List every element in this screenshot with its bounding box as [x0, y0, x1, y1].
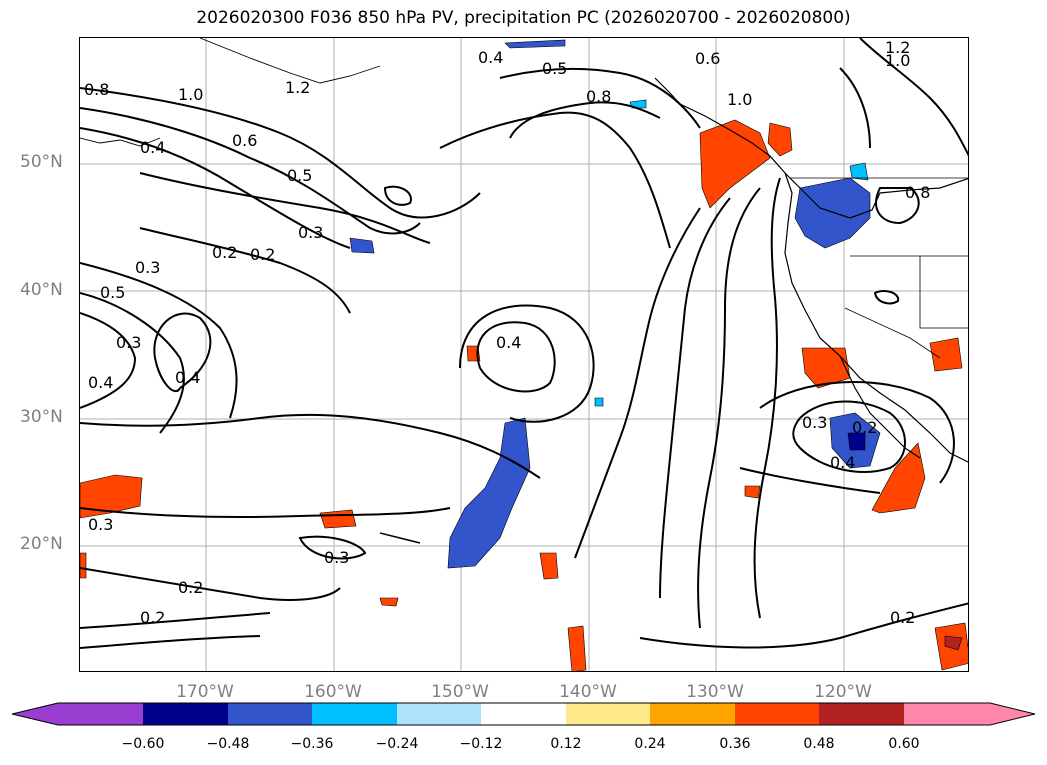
- contour-label: 1.0: [727, 90, 752, 109]
- colorbar-band: [650, 703, 735, 725]
- lon-label-130w: 130°W: [686, 682, 744, 702]
- contour-label: 0.3: [324, 548, 349, 567]
- colorbar-tick: 0.24: [634, 736, 666, 752]
- colorbar-extend-high: [990, 703, 1035, 725]
- colorbar-band: [143, 703, 228, 725]
- colorbar-extend-low: [12, 703, 58, 725]
- contour-label: 0.4: [496, 333, 521, 352]
- contour-label: 0.8: [905, 183, 930, 202]
- contour-label: 1.2: [885, 38, 910, 57]
- colorbar-band: [228, 703, 312, 725]
- colorbar-tick: −0.48: [206, 736, 250, 752]
- contour-label: 0.2: [212, 243, 237, 262]
- contour-label: 0.3: [802, 413, 827, 432]
- lon-label-140w: 140°W: [559, 682, 617, 702]
- contour-label: 0.3: [135, 258, 160, 277]
- contour-label: 0.4: [830, 453, 855, 472]
- contour-label: 0.6: [232, 131, 257, 150]
- lon-label-160w: 160°W: [304, 682, 362, 702]
- contour-label: 0.4: [140, 138, 165, 157]
- contour-label: 0.4: [175, 368, 200, 387]
- map-panel: 0.8 1.0 1.2 0.4 0.6 0.5 0.3 0.2 0.4 0.5 …: [79, 37, 969, 672]
- colorbar-band: [58, 703, 143, 725]
- map-canvas: 0.8 1.0 1.2 0.4 0.6 0.5 0.3 0.2 0.4 0.5 …: [80, 38, 968, 671]
- colorbar-band: [566, 703, 650, 725]
- contour-label: 0.3: [298, 223, 323, 242]
- contour-label: 0.5: [100, 283, 125, 302]
- lat-label-20n: 20°N: [20, 534, 63, 554]
- lat-label-30n: 30°N: [20, 407, 63, 427]
- colorbar-tick: 0.12: [550, 736, 582, 752]
- lat-label-40n: 40°N: [20, 280, 63, 300]
- colorbar-tick: 0.48: [803, 736, 835, 752]
- pv-contours: [80, 38, 968, 649]
- contour-label: 0.3: [116, 333, 141, 352]
- contour-label: 0.8: [84, 80, 109, 99]
- contour-label: 1.2: [285, 78, 310, 97]
- colorbar-band: [819, 703, 904, 725]
- colorbar-tick: −0.36: [290, 736, 334, 752]
- colorbar-band: [735, 703, 819, 725]
- contour-label: 0.4: [478, 48, 503, 67]
- colorbar-band: [312, 703, 397, 725]
- precip-negative: [349, 39, 881, 569]
- lon-label-150w: 150°W: [431, 682, 489, 702]
- contour-label: 0.5: [287, 166, 312, 185]
- colorbar-band: [481, 703, 566, 725]
- colorbar-tick: 0.36: [719, 736, 751, 752]
- colorbar-band: [904, 703, 990, 725]
- lon-label-170w: 170°W: [176, 682, 234, 702]
- lat-label-50n: 50°N: [20, 152, 63, 172]
- contour-label: 0.3: [88, 515, 113, 534]
- colorbar-tick: −0.24: [375, 736, 419, 752]
- contour-label: 0.6: [695, 49, 720, 68]
- colorbar-tick: −0.12: [459, 736, 503, 752]
- contour-label: 0.2: [852, 418, 877, 437]
- precip-positive: [80, 119, 968, 671]
- contour-label: 0.2: [178, 578, 203, 597]
- contour-label: 0.8: [586, 87, 611, 106]
- contour-label: 1.0: [178, 85, 203, 104]
- contour-label: 0.2: [890, 608, 915, 627]
- contour-label: 1.0: [885, 51, 910, 70]
- contour-label: 0.4: [88, 373, 113, 392]
- contour-label: 0.2: [250, 245, 275, 264]
- lon-label-120w: 120°W: [814, 682, 872, 702]
- contour-labels: 0.8 1.0 1.2 0.4 0.6 0.5 0.3 0.2 0.4 0.5 …: [84, 38, 930, 627]
- contour-label: 0.2: [140, 608, 165, 627]
- colorbar: [11, 702, 1036, 726]
- contour-label: 0.5: [542, 59, 567, 78]
- map-title: 2026020300 F036 850 hPa PV, precipitatio…: [196, 8, 851, 28]
- colorbar-band: [397, 703, 481, 725]
- colorbar-tick: −0.60: [121, 736, 165, 752]
- colorbar-tick: 0.60: [888, 736, 920, 752]
